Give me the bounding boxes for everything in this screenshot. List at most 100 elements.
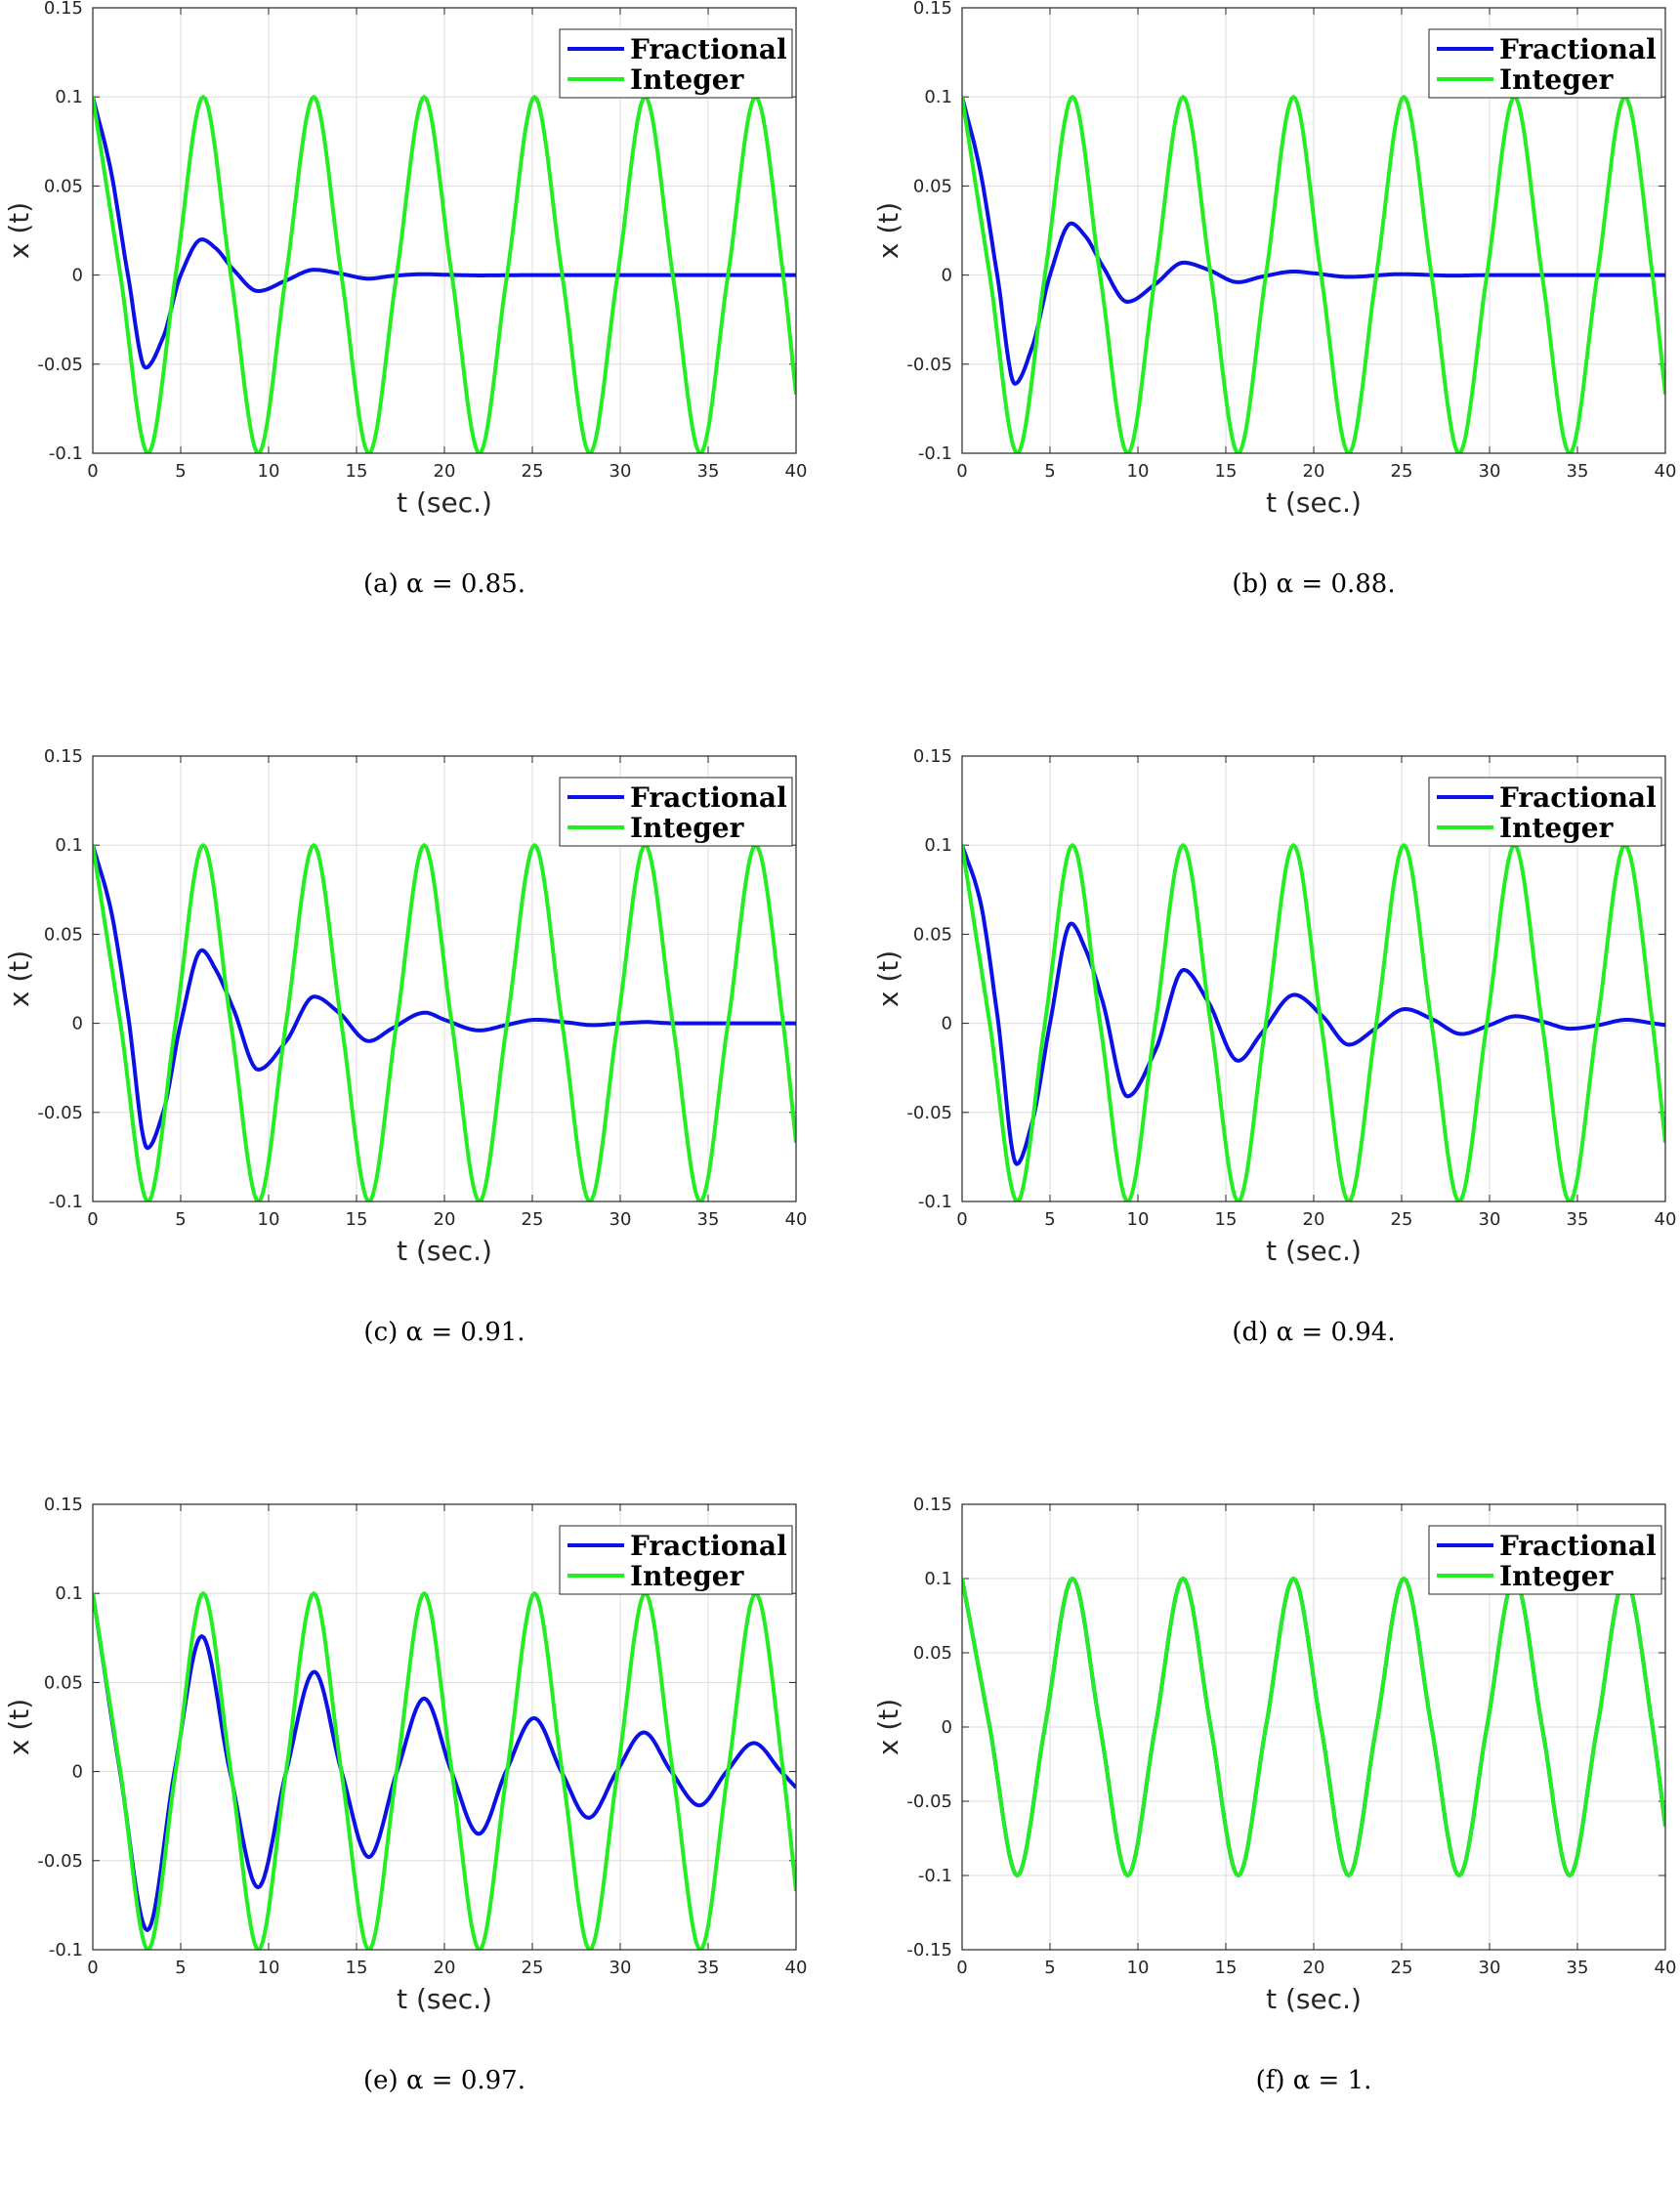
legend-box xyxy=(1428,1525,1662,1595)
x-axis-label: t (sec.) xyxy=(397,1983,492,2015)
y-axis-label: x (t) xyxy=(872,202,904,259)
x-tick-label: 20 xyxy=(434,1958,456,1978)
x-tick-label: 5 xyxy=(175,1958,186,1978)
x-tick-label: 5 xyxy=(1044,1958,1055,1978)
y-tick-label: -0.15 xyxy=(906,1940,952,1960)
y-tick-label: 0.15 xyxy=(44,1495,83,1515)
caption: (f) α = 1. xyxy=(1256,2066,1372,2095)
x-tick-label: 35 xyxy=(1567,1958,1589,1978)
y-tick-label: 0 xyxy=(72,1014,83,1034)
y-tick-label: 0.15 xyxy=(913,746,952,767)
legend-label: Integer xyxy=(630,63,745,96)
x-tick-label: 20 xyxy=(1303,461,1325,482)
x-tick-label: 30 xyxy=(1479,461,1501,482)
legend-box xyxy=(559,1525,793,1595)
y-tick-label: 0.05 xyxy=(913,176,952,196)
axes-box xyxy=(961,755,1666,1202)
y-tick-label: -0.1 xyxy=(49,1940,83,1960)
x-tick-label: 40 xyxy=(1655,461,1677,482)
x-axis-label: t (sec.) xyxy=(397,486,492,519)
y-axis-label: x (t) xyxy=(3,1699,35,1755)
y-axis-label: x (t) xyxy=(872,950,904,1007)
y-tick-label: -0.05 xyxy=(906,355,952,375)
x-tick-label: 25 xyxy=(522,1209,544,1230)
x-tick-label: 40 xyxy=(785,1958,808,1978)
legend-label: Fractional xyxy=(630,781,787,814)
axes-box xyxy=(961,7,1666,454)
x-tick-label: 15 xyxy=(346,461,368,482)
chart-panel: 0 5 10 15 20 25 30 35 40 -0.1 -0.05 0 0.05 0.1 0.15 Fra… xyxy=(3,746,807,1347)
x-tick-label: 35 xyxy=(697,1209,720,1230)
x-tick-label: 10 xyxy=(258,461,280,482)
y-tick-label: 0.1 xyxy=(55,87,83,107)
x-tick-label: 0 xyxy=(87,1209,98,1230)
y-tick-label: 0.15 xyxy=(913,1495,952,1515)
y-tick-label: 0.1 xyxy=(924,1569,952,1589)
legend-box xyxy=(559,28,793,99)
series-line-integer xyxy=(93,1591,796,1950)
legend-box xyxy=(559,777,793,847)
y-tick-label: 0 xyxy=(72,1762,83,1783)
legend-label: Fractional xyxy=(1499,33,1657,65)
series-line-integer xyxy=(93,95,796,453)
x-tick-label: 0 xyxy=(87,1958,98,1978)
series-line-integer xyxy=(962,95,1665,453)
legend-label: Integer xyxy=(1499,1560,1615,1592)
y-tick-label: 0.1 xyxy=(924,835,952,856)
y-tick-label: 0 xyxy=(942,266,952,286)
x-tick-label: 5 xyxy=(175,461,186,482)
x-tick-label: 35 xyxy=(697,1958,720,1978)
y-tick-label: 0.05 xyxy=(44,1672,83,1693)
x-tick-label: 35 xyxy=(1567,461,1589,482)
series-line-fractional xyxy=(962,96,1665,386)
chart-panel: 0 5 10 15 20 25 30 35 40 -0.15 -0.1 -0.05 0 0.05 0.1 0.… xyxy=(872,1495,1676,2095)
x-tick-label: 25 xyxy=(1391,461,1413,482)
caption: (d) α = 0.94. xyxy=(1232,1318,1395,1347)
series-line-integer xyxy=(962,1577,1665,1877)
legend-label: Integer xyxy=(630,812,745,844)
x-tick-label: 30 xyxy=(609,1958,632,1978)
x-tick-label: 15 xyxy=(1215,1958,1238,1978)
caption: (b) α = 0.88. xyxy=(1232,569,1395,599)
series-line-fractional xyxy=(962,844,1665,1166)
y-tick-label: 0.1 xyxy=(55,1583,83,1604)
axes-box xyxy=(92,755,797,1202)
y-tick-label: -0.1 xyxy=(49,1192,83,1212)
x-tick-label: 25 xyxy=(1391,1958,1413,1978)
x-tick-label: 10 xyxy=(1127,1958,1150,1978)
y-tick-label: -0.1 xyxy=(918,443,952,464)
chart-panel: 0 5 10 15 20 25 30 35 40 -0.1 -0.05 0 0.05 0.1 0.15 Fra… xyxy=(3,1495,807,2095)
x-tick-label: 10 xyxy=(258,1958,280,1978)
series-line-integer xyxy=(93,843,796,1201)
y-tick-label: -0.1 xyxy=(918,1192,952,1212)
chart-panel: 0 5 10 15 20 25 30 35 40 -0.1 -0.05 0 0.05 0.1 0.15 Fra… xyxy=(872,746,1676,1347)
caption: (e) α = 0.97. xyxy=(363,2066,525,2095)
x-tick-label: 25 xyxy=(1391,1209,1413,1230)
y-tick-label: 0 xyxy=(72,266,83,286)
x-tick-label: 0 xyxy=(87,461,98,482)
axes-box xyxy=(92,1503,797,1951)
y-tick-label: -0.05 xyxy=(37,1103,83,1123)
y-tick-label: 0.1 xyxy=(924,87,952,107)
x-tick-label: 20 xyxy=(1303,1209,1325,1230)
series-line-integer xyxy=(962,843,1665,1201)
legend-label: Integer xyxy=(630,1560,745,1592)
x-tick-label: 40 xyxy=(785,1209,808,1230)
y-tick-label: 0 xyxy=(942,1717,952,1738)
series-line-fractional xyxy=(93,844,796,1151)
x-axis-label: t (sec.) xyxy=(1266,1235,1362,1267)
legend-box xyxy=(1428,777,1662,847)
x-tick-label: 15 xyxy=(1215,1209,1238,1230)
legend-label: Integer xyxy=(1499,63,1615,96)
y-tick-label: 0.1 xyxy=(55,835,83,856)
legend-box xyxy=(1428,28,1662,99)
x-tick-label: 25 xyxy=(522,461,544,482)
legend-label: Integer xyxy=(1499,812,1615,844)
x-tick-label: 15 xyxy=(346,1209,368,1230)
y-tick-label: -0.1 xyxy=(49,443,83,464)
legend-label: Fractional xyxy=(630,33,787,65)
x-tick-label: 0 xyxy=(956,461,967,482)
